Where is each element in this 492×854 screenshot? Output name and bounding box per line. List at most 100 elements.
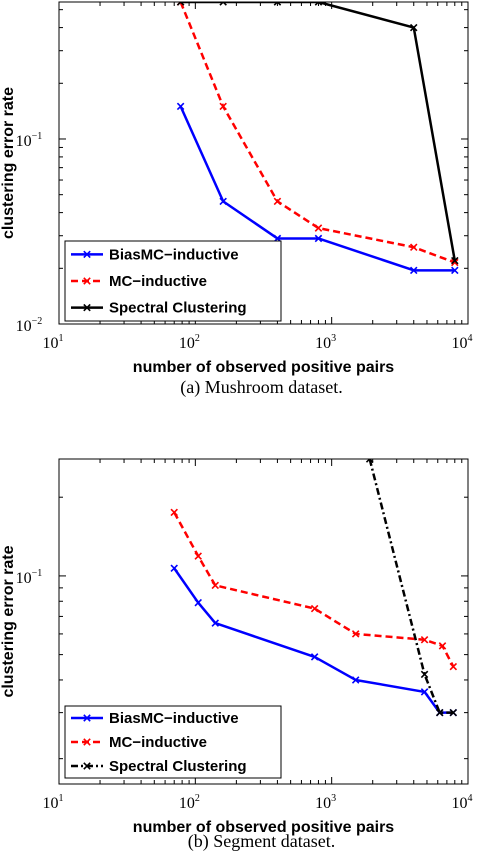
x-tick-label: 101 — [43, 333, 64, 352]
series-0-point-5-b — [420, 688, 429, 696]
panel-segment: 101 102 103 104 10−1 number of observed posit… — [0, 458, 473, 852]
series-0-point-3 — [310, 653, 319, 661]
series-2-point-1-a — [222, 2, 227, 6]
series-2-point-5 — [451, 256, 459, 265]
series-line-0 — [179, 105, 455, 272]
series-2-point-0-b — [176, 2, 182, 6]
series-2-point-4-b — [409, 23, 418, 32]
legend-label-1: MC−inductive — [109, 734, 207, 751]
series-1-point-4 — [409, 243, 418, 251]
series-1-point-3 — [310, 604, 319, 613]
legend-label-0: BiasMC−inductive — [109, 246, 239, 263]
legend-marker-1-b — [83, 738, 91, 746]
x-tick-label: 103 — [315, 333, 336, 352]
series-0-point-5-b — [451, 266, 459, 275]
x-tick-label: 101 — [43, 793, 64, 812]
x-tick-label-exp: 1 — [59, 793, 64, 804]
x-tick-label: 104 — [452, 333, 473, 352]
legend-marker-2 — [83, 303, 91, 312]
series-line-0 — [173, 567, 454, 714]
series-0-point-1 — [194, 598, 202, 607]
series-1-point-2 — [211, 581, 220, 590]
series-group — [176, 2, 459, 275]
y-axis-label: clustering error rate — [0, 545, 17, 697]
y-tick-label-exp: −1 — [32, 131, 43, 142]
series-2-point-3-b — [314, 2, 320, 6]
series-2-point-1-b — [420, 670, 429, 679]
series-0-point-4-b — [409, 266, 418, 275]
series-1-point-1 — [219, 102, 227, 111]
y-tick-label-exp: −1 — [32, 568, 43, 579]
series-1-point-2-b — [211, 581, 220, 590]
series-1-point-5-b — [451, 258, 459, 267]
series-2-point-3-a — [317, 2, 323, 6]
series-1-point-2 — [273, 197, 282, 206]
x-tick-label: 103 — [315, 793, 336, 812]
series-1-point-0-b — [170, 508, 178, 517]
series-0-point-3-b — [310, 653, 319, 661]
y-axis-label: clustering error rate — [0, 87, 17, 239]
series-2-point-3 — [449, 708, 458, 717]
series-1-point-6 — [438, 642, 447, 650]
series-line-2 — [180, 2, 457, 261]
series-0-point-1 — [219, 197, 227, 206]
series-1-point-1-b — [194, 552, 202, 560]
y-tick-label: 10−2 — [16, 316, 43, 335]
series-0-point-5 — [420, 688, 429, 696]
series-1-point-0 — [170, 508, 178, 517]
series-1-point-7-b — [449, 662, 458, 671]
series-2-point-2-a — [276, 2, 282, 6]
series-1-point-3-b — [314, 224, 323, 232]
series-0-point-4 — [351, 676, 360, 684]
x-tick-label-exp: 3 — [331, 793, 336, 804]
series-0-point-0 — [170, 564, 178, 572]
x-tick-label-exp: 2 — [195, 333, 200, 344]
x-tick-label: 102 — [179, 793, 200, 812]
series-2-point-1 — [219, 2, 227, 6]
series-1-point-5 — [451, 258, 459, 267]
series-1-point-5 — [420, 635, 429, 644]
series-1-point-1-b — [219, 102, 227, 111]
x-tick-label-exp: 1 — [59, 333, 64, 344]
series-1-point-3 — [314, 224, 323, 232]
series-2-point-3 — [314, 2, 323, 6]
figure-caption: (a) Mushroom dataset. — [180, 377, 342, 398]
series-0-point-5 — [451, 266, 459, 275]
series-2-point-0-a — [368, 459, 374, 463]
series-0-point-3-b — [314, 234, 323, 243]
series-0-point-1-b — [219, 197, 227, 206]
series-0-point-1-b — [194, 598, 202, 607]
series-1-point-2-b — [273, 197, 282, 206]
plot-frame — [58, 458, 469, 785]
legend-marker-2-b — [83, 303, 91, 312]
legend-marker-1-b — [83, 277, 91, 285]
series-0-point-4 — [409, 266, 418, 275]
series-1-point-4 — [351, 630, 360, 638]
series-1-point-6-b — [438, 642, 447, 650]
series-2-point-3-b — [449, 708, 458, 717]
figure-caption: (b) Segment dataset. — [188, 831, 335, 852]
series-0-point-2 — [211, 619, 220, 627]
legend-marker-0 — [83, 250, 91, 259]
legend-marker-1 — [83, 277, 91, 285]
legend-marker-0-b — [83, 714, 91, 722]
series-1-point-4-b — [351, 630, 360, 638]
series-2-point-1-b — [219, 2, 225, 6]
panel-mushroom: 101 102 103 104 10−2 10−1 number of observed p… — [0, 1, 473, 398]
legend-label-0: BiasMC−inductive — [109, 710, 239, 727]
series-0-point-3 — [314, 234, 323, 243]
series-0-point-2-b — [211, 619, 220, 627]
series-2-point-5-b — [451, 256, 459, 265]
legend-label-2: Spectral Clustering — [109, 300, 247, 317]
x-tick-label: 102 — [179, 333, 200, 352]
series-2-point-0-a — [179, 2, 185, 6]
series-0-point-0 — [176, 102, 185, 111]
series-2-point-4 — [409, 23, 418, 32]
series-line-1 — [173, 511, 455, 668]
legend-label-2: Spectral Clustering — [109, 758, 247, 775]
y-tick-label: 10−1 — [16, 131, 43, 150]
series-2-point-2-b — [273, 2, 279, 6]
series-2-point-1 — [420, 670, 429, 679]
series-line-1 — [179, 2, 456, 264]
